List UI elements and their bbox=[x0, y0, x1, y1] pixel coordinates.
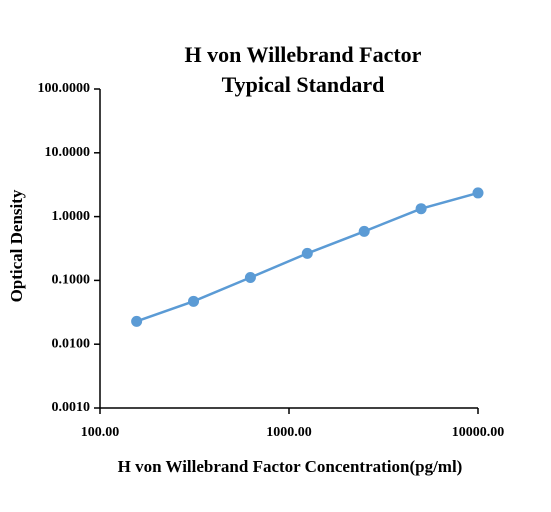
data-point bbox=[244, 272, 256, 284]
data-point bbox=[415, 203, 427, 215]
x-tick-label: 10000.00 bbox=[452, 425, 505, 440]
y-tick-label: 0.0100 bbox=[52, 336, 91, 351]
y-tick-label: 100.0000 bbox=[38, 81, 91, 96]
chart-title: Typical Standard bbox=[222, 72, 385, 97]
x-tick-label: 1000.00 bbox=[266, 425, 312, 440]
x-axis-title: H von Willebrand Factor Concentration(pg… bbox=[118, 457, 463, 476]
y-axis-title: Optical Density bbox=[7, 189, 26, 302]
chart-title: H von Willebrand Factor bbox=[185, 42, 422, 67]
x-tick-label: 100.00 bbox=[81, 425, 120, 440]
y-tick-label: 10.0000 bbox=[45, 145, 91, 160]
y-tick-label: 0.0010 bbox=[52, 400, 91, 415]
data-point bbox=[358, 225, 370, 237]
y-tick-label: 0.1000 bbox=[52, 273, 91, 288]
data-point bbox=[131, 315, 143, 327]
data-point bbox=[301, 247, 313, 259]
data-point bbox=[188, 295, 200, 307]
y-tick-label: 1.0000 bbox=[52, 209, 91, 224]
data-point bbox=[472, 187, 484, 199]
